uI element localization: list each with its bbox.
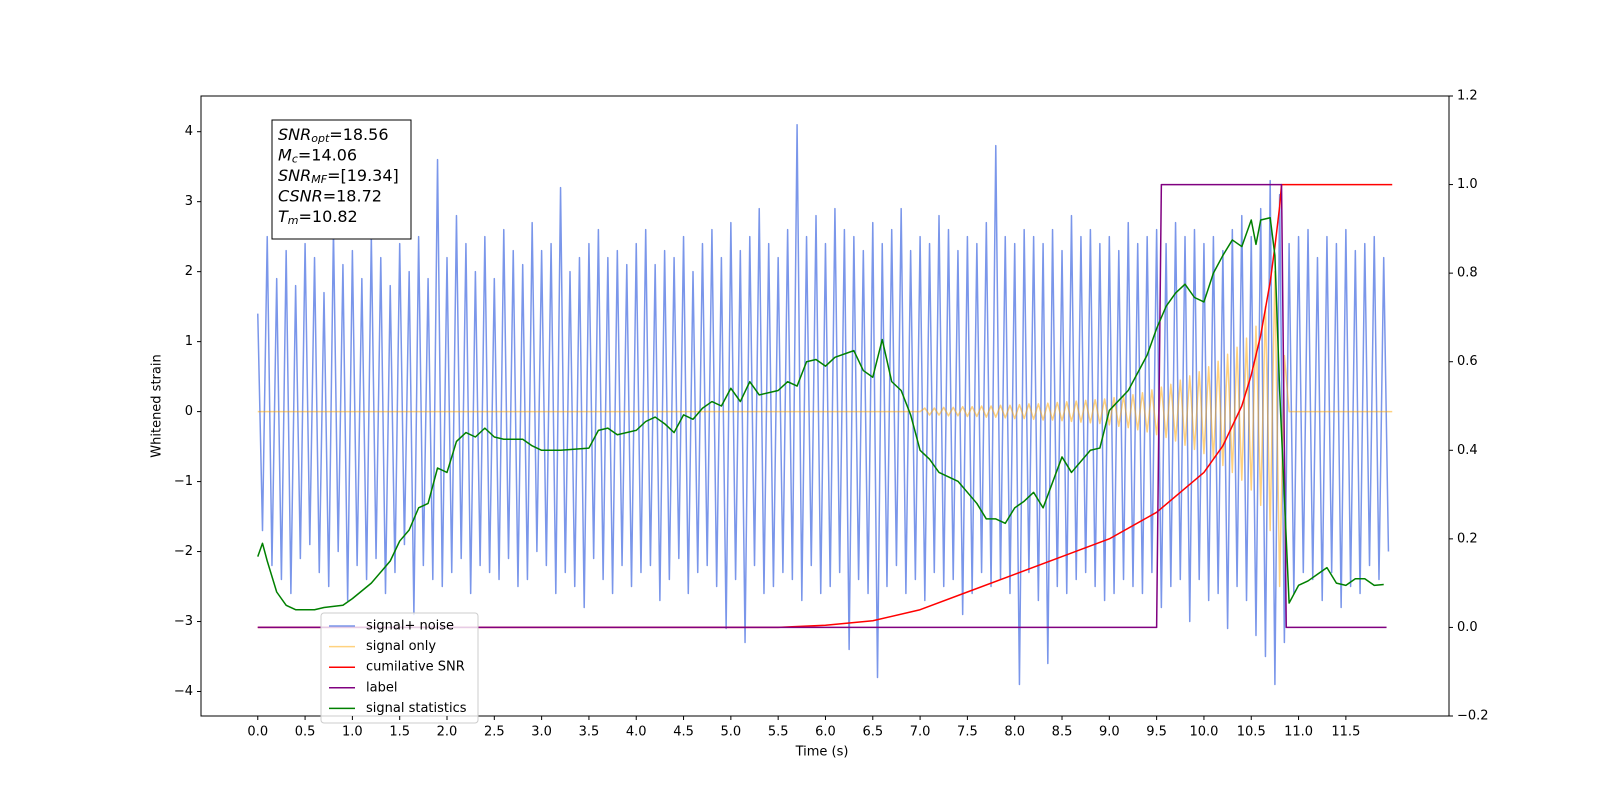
y2-tick-label: 0.0 xyxy=(1457,620,1478,635)
annotation-frame xyxy=(271,119,412,240)
annotation-value: =18.72 xyxy=(323,186,382,205)
y-tick-label: 1 xyxy=(185,334,193,349)
annotation-symbol: SNR xyxy=(278,125,311,144)
x-axis-label: Time (s) xyxy=(795,745,849,760)
x-tick-label: 8.5 xyxy=(1052,725,1073,740)
y-tick-label: −1 xyxy=(174,474,193,489)
annotation-symbol: CSNR xyxy=(278,186,323,205)
y2-tick-label: 0.2 xyxy=(1457,531,1478,546)
y2-tick-label: 0.6 xyxy=(1457,354,1478,369)
x-tick-label: 4.5 xyxy=(673,725,694,740)
x-tick-label: 4.0 xyxy=(626,725,647,740)
annotation-symbol: M xyxy=(278,145,292,164)
x-tick-label: 11.5 xyxy=(1331,725,1360,740)
x-tick-label: 3.5 xyxy=(579,725,600,740)
y-tick-label: 0 xyxy=(185,404,193,419)
legend-label: signal+ noise xyxy=(366,619,454,634)
y2-tick-label: 1.2 xyxy=(1457,89,1478,104)
x-tick-label: 3.0 xyxy=(531,725,552,740)
x-tick-label: 6.0 xyxy=(815,725,836,740)
annotation-text: SNRopt=18.56 xyxy=(278,125,389,146)
plot-area xyxy=(257,123,1393,686)
x-tick-label: 9.5 xyxy=(1146,725,1167,740)
annotation-box: SNRopt=18.56Mc=14.06SNRMF=[19.34]CSNR=18… xyxy=(271,119,412,240)
x-tick-label: 0.5 xyxy=(295,725,316,740)
series-line xyxy=(257,217,1384,611)
annotation-symbol: SNR xyxy=(278,166,311,185)
x-tick-label: 10.0 xyxy=(1189,725,1218,740)
x-tick-label: 2.5 xyxy=(484,725,505,740)
series-line xyxy=(257,270,1393,588)
annotation-text: Mc=14.06 xyxy=(278,145,357,166)
annotation-text: CSNR=18.72 xyxy=(278,186,382,205)
y2-tick-label: −0.2 xyxy=(1457,709,1489,724)
annotation-subscript: opt xyxy=(311,132,330,145)
annotation-value: =[19.34] xyxy=(327,166,399,185)
legend-label: cumilative SNR xyxy=(366,660,465,675)
x-tick-label: 9.0 xyxy=(1099,725,1120,740)
annotation-value: =10.82 xyxy=(299,207,358,226)
x-tick-label: 8.0 xyxy=(1004,725,1025,740)
x-tick-label: 7.0 xyxy=(910,725,931,740)
x-tick-label: 5.0 xyxy=(721,725,742,740)
legend-label: label xyxy=(366,680,397,695)
x-tick-label: 1.0 xyxy=(342,725,363,740)
annotation-symbol: T xyxy=(278,207,289,226)
annotation-value: =18.56 xyxy=(329,125,388,144)
x-tick-label: 11.0 xyxy=(1284,725,1313,740)
series-line xyxy=(257,183,1387,629)
legend-frame xyxy=(320,612,479,724)
x-tick-label: 5.5 xyxy=(768,725,789,740)
y-tick-label: 2 xyxy=(185,264,193,279)
annotation-subscript: m xyxy=(288,214,299,227)
y-tick-label: 3 xyxy=(185,194,193,209)
x-tick-label: 0.0 xyxy=(247,725,268,740)
legend: signal+ noise signal only cumilative SNR la… xyxy=(320,612,479,724)
y-tick-label: −4 xyxy=(174,684,193,699)
y2-tick-label: 0.8 xyxy=(1457,266,1478,281)
series-line xyxy=(257,123,1390,686)
x-tick-label: 2.0 xyxy=(437,725,458,740)
x-tick-label: 10.5 xyxy=(1237,725,1266,740)
annotation-text: Tm=10.82 xyxy=(278,207,358,228)
legend-label: signal only xyxy=(366,639,436,654)
y-tick-label: −3 xyxy=(174,614,193,629)
annotation-subscript: c xyxy=(292,153,298,166)
y-axis-label: Whitened strain xyxy=(150,354,165,457)
y2-tick-label: 1.0 xyxy=(1457,177,1478,192)
x-tick-label: 1.5 xyxy=(389,725,410,740)
y-tick-label: 4 xyxy=(185,124,193,139)
x-tick-label: 6.5 xyxy=(862,725,883,740)
legend-label: signal statistics xyxy=(366,701,467,716)
annotation-subscript: MF xyxy=(311,173,327,186)
y-tick-label: −2 xyxy=(174,544,193,559)
x-tick-label: 7.5 xyxy=(957,725,978,740)
annotation-text: SNRMF=[19.34] xyxy=(278,166,399,187)
y2-tick-label: 0.4 xyxy=(1457,443,1478,458)
annotation-value: =14.06 xyxy=(298,145,357,164)
